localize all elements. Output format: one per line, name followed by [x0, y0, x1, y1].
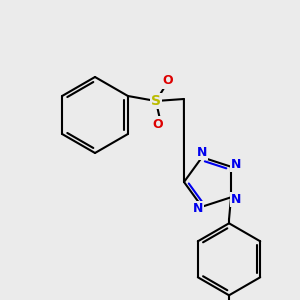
Text: S: S [151, 94, 161, 108]
Text: O: O [163, 74, 173, 88]
Text: N: N [193, 202, 203, 215]
Text: O: O [153, 118, 163, 130]
Text: N: N [197, 146, 207, 159]
Text: N: N [231, 193, 241, 206]
Text: N: N [231, 158, 241, 171]
